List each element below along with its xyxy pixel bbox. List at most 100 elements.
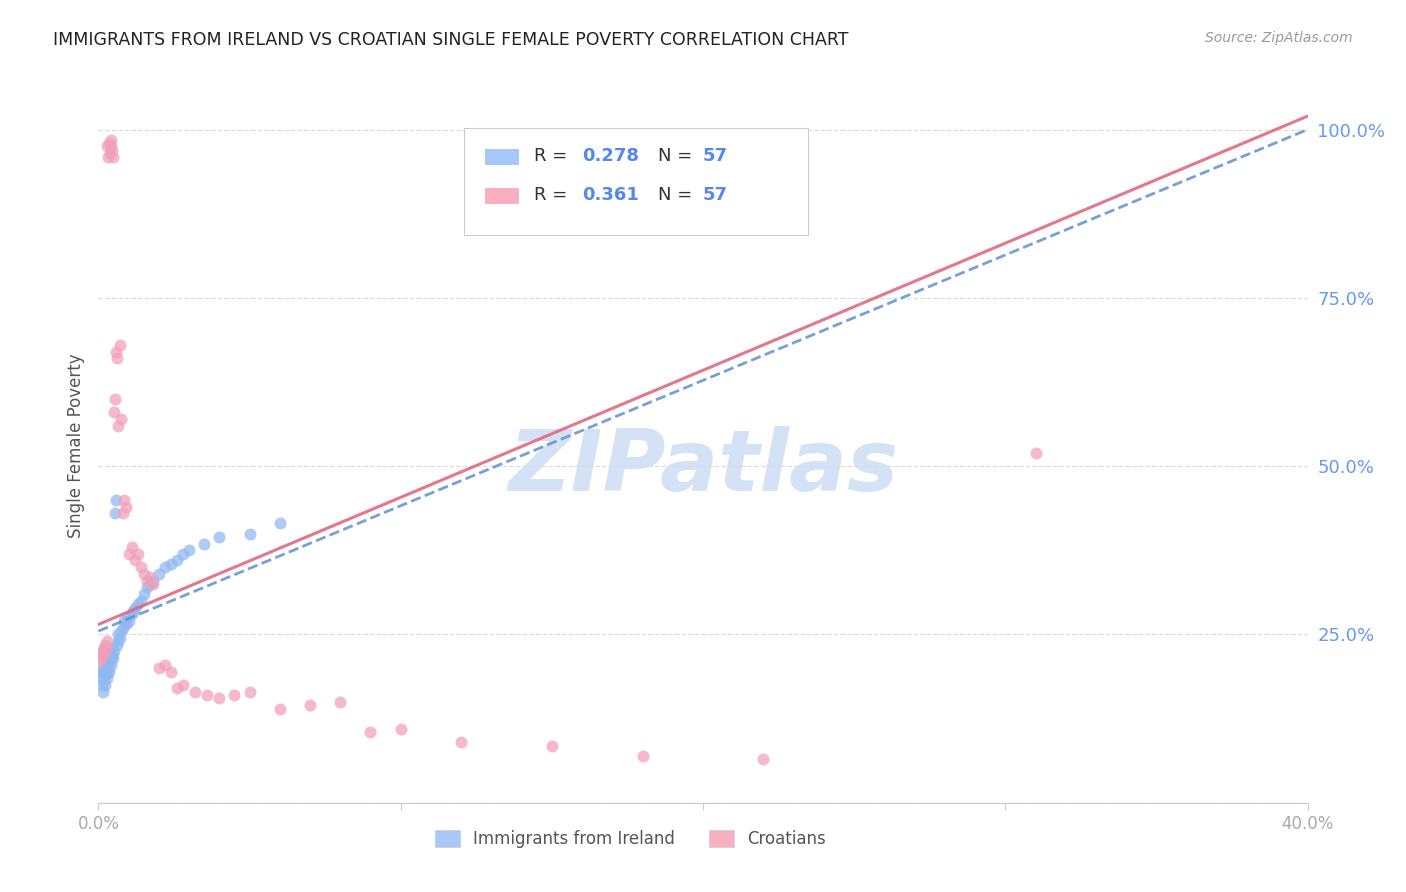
Text: 57: 57 bbox=[703, 186, 728, 203]
Point bbox=[148, 661, 170, 675]
Point bbox=[450, 735, 472, 749]
Point bbox=[208, 691, 231, 706]
Point bbox=[153, 657, 176, 672]
Point bbox=[90, 671, 112, 685]
Point bbox=[1024, 446, 1046, 460]
Point bbox=[184, 684, 207, 698]
Point bbox=[100, 651, 122, 665]
Text: R =: R = bbox=[534, 186, 572, 203]
Point bbox=[112, 614, 135, 628]
FancyBboxPatch shape bbox=[464, 128, 808, 235]
Point bbox=[124, 600, 146, 615]
Point bbox=[104, 506, 127, 520]
Point bbox=[108, 338, 131, 352]
Point bbox=[111, 506, 134, 520]
Point bbox=[121, 607, 143, 622]
Point bbox=[103, 405, 125, 419]
Point bbox=[139, 570, 162, 584]
Point bbox=[101, 149, 124, 163]
Point bbox=[127, 597, 149, 611]
Point bbox=[115, 610, 138, 624]
Point bbox=[752, 752, 775, 766]
Text: 57: 57 bbox=[703, 146, 728, 164]
Text: N =: N = bbox=[658, 186, 699, 203]
FancyBboxPatch shape bbox=[485, 188, 519, 204]
Text: Source: ZipAtlas.com: Source: ZipAtlas.com bbox=[1205, 31, 1353, 45]
Point bbox=[118, 614, 141, 628]
Y-axis label: Single Female Poverty: Single Female Poverty bbox=[66, 354, 84, 538]
Point bbox=[96, 671, 118, 685]
Point bbox=[299, 698, 322, 713]
Point bbox=[124, 553, 146, 567]
Text: N =: N = bbox=[658, 146, 699, 164]
Point bbox=[104, 492, 127, 507]
Text: 0.361: 0.361 bbox=[582, 186, 638, 203]
Point bbox=[195, 688, 218, 702]
Point bbox=[631, 748, 654, 763]
Point bbox=[269, 516, 291, 531]
Point bbox=[100, 133, 122, 147]
Point bbox=[104, 392, 127, 406]
Point bbox=[107, 634, 129, 648]
Point bbox=[91, 678, 114, 692]
Point bbox=[172, 547, 194, 561]
Point bbox=[118, 547, 141, 561]
Point bbox=[139, 577, 162, 591]
Point bbox=[389, 722, 412, 736]
Point bbox=[93, 665, 115, 679]
Point bbox=[122, 604, 145, 618]
Point bbox=[105, 351, 128, 366]
Point bbox=[179, 543, 201, 558]
Point bbox=[107, 418, 129, 433]
Point bbox=[101, 651, 124, 665]
Point bbox=[127, 547, 149, 561]
Point bbox=[135, 580, 157, 594]
Point bbox=[160, 557, 183, 571]
Point bbox=[132, 587, 155, 601]
Point bbox=[90, 665, 112, 679]
Legend: Immigrants from Ireland, Croatians: Immigrants from Ireland, Croatians bbox=[429, 823, 832, 855]
Point bbox=[142, 574, 165, 588]
Point bbox=[108, 631, 131, 645]
Text: ZIPatlas: ZIPatlas bbox=[508, 425, 898, 509]
Point bbox=[148, 566, 170, 581]
Point bbox=[96, 139, 118, 153]
Point bbox=[96, 634, 118, 648]
Point bbox=[93, 644, 115, 658]
Point bbox=[114, 500, 136, 514]
Point bbox=[110, 412, 132, 426]
Point bbox=[129, 594, 152, 608]
Point bbox=[239, 526, 262, 541]
Point bbox=[103, 644, 125, 658]
Point bbox=[94, 655, 117, 669]
FancyBboxPatch shape bbox=[485, 149, 519, 165]
Point bbox=[94, 661, 117, 675]
Text: IMMIGRANTS FROM IRELAND VS CROATIAN SINGLE FEMALE POVERTY CORRELATION CHART: IMMIGRANTS FROM IRELAND VS CROATIAN SING… bbox=[53, 31, 849, 49]
Point bbox=[97, 149, 120, 163]
Point bbox=[94, 678, 117, 692]
Point bbox=[105, 638, 128, 652]
Point bbox=[90, 648, 112, 662]
Point bbox=[93, 671, 115, 685]
Point bbox=[104, 344, 127, 359]
Point bbox=[329, 695, 352, 709]
Point bbox=[98, 136, 121, 150]
Point bbox=[96, 661, 118, 675]
Point bbox=[160, 665, 183, 679]
Point bbox=[98, 665, 121, 679]
Point bbox=[90, 651, 112, 665]
Point bbox=[94, 668, 117, 682]
Text: 0.278: 0.278 bbox=[582, 146, 640, 164]
Point bbox=[100, 648, 122, 662]
Text: R =: R = bbox=[534, 146, 572, 164]
Point bbox=[91, 684, 114, 698]
Point bbox=[93, 640, 115, 655]
Point bbox=[208, 530, 231, 544]
Point bbox=[97, 657, 120, 672]
Point bbox=[166, 681, 188, 696]
Point bbox=[100, 657, 122, 672]
Point bbox=[101, 648, 124, 662]
Point bbox=[107, 627, 129, 641]
Point bbox=[172, 678, 194, 692]
Point bbox=[129, 560, 152, 574]
